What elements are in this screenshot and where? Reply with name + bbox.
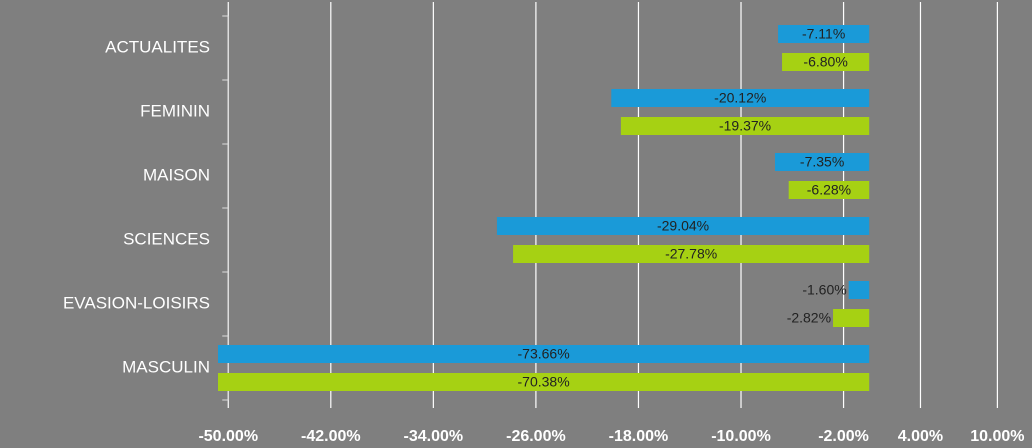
value-label: -27.78% xyxy=(665,246,717,262)
value-label: -20.12% xyxy=(714,90,766,106)
bar xyxy=(778,25,870,43)
grid xyxy=(222,2,998,408)
bar xyxy=(833,309,870,327)
category-label: ACTUALITES xyxy=(105,37,210,56)
x-tick-label: -10.00% xyxy=(711,428,771,445)
value-label: -29.04% xyxy=(657,218,709,234)
bar xyxy=(782,53,870,71)
x-tick-label: -42.00% xyxy=(301,428,361,445)
category-label: EVASION-LOISIRS xyxy=(63,293,210,312)
x-tick-label: -18.00% xyxy=(609,428,669,445)
value-label: -2.82% xyxy=(787,310,831,326)
value-label: -1.60% xyxy=(802,282,846,298)
category-label: FEMININ xyxy=(140,101,210,120)
bar xyxy=(620,117,870,135)
bar xyxy=(848,281,870,299)
bars xyxy=(218,25,870,391)
value-label: -7.35% xyxy=(800,154,844,170)
x-tick-label: -34.00% xyxy=(404,428,464,445)
value-label: -7.11% xyxy=(802,26,845,42)
bar xyxy=(774,153,870,171)
bar xyxy=(788,181,870,199)
x-tick-label: 10.00% xyxy=(970,428,1024,445)
value-label: -19.37% xyxy=(719,118,771,134)
x-tick-label: -50.00% xyxy=(198,428,258,445)
category-label: MASCULIN xyxy=(122,357,210,376)
bar xyxy=(218,345,870,363)
category-label: MAISON xyxy=(143,165,210,184)
bar xyxy=(611,89,870,107)
category-label: SCIENCES xyxy=(123,229,210,248)
x-tick-label: -2.00% xyxy=(818,428,869,445)
value-label: -70.38% xyxy=(518,374,570,390)
x-tick-label: -26.00% xyxy=(506,428,566,445)
labels: -50.00% -42.00% -34.00% -26.00% -18.00% -10.0… xyxy=(63,26,1025,446)
x-tick-label: 4.00% xyxy=(898,428,943,445)
bar xyxy=(496,217,870,235)
value-label: -6.80% xyxy=(803,54,847,70)
value-label: -6.28% xyxy=(807,182,851,198)
bar xyxy=(218,373,870,391)
bar xyxy=(513,245,870,263)
value-label: -73.66% xyxy=(518,346,570,362)
